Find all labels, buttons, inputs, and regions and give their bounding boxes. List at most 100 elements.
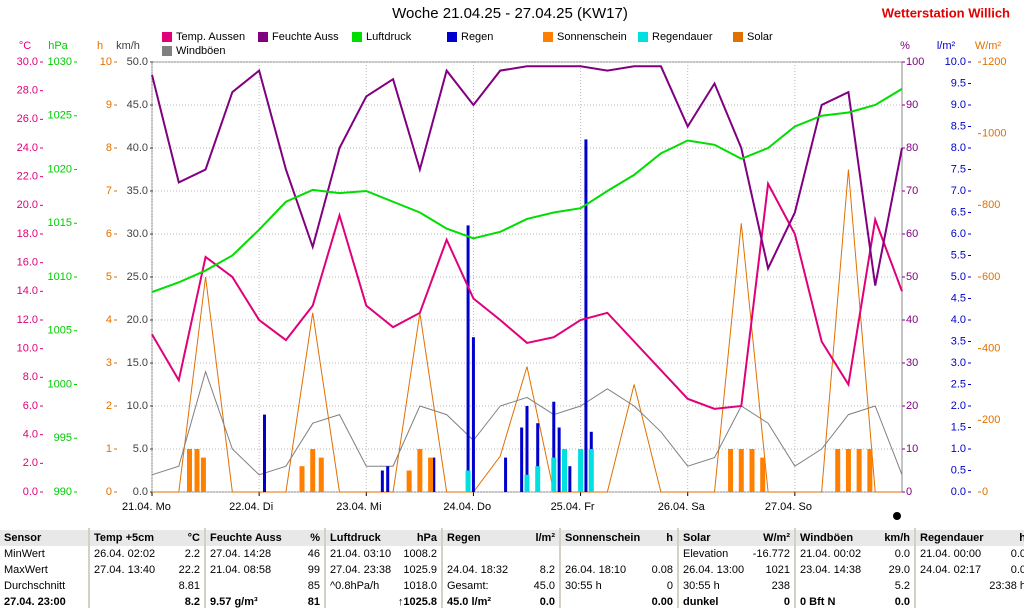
cell-text: Luftdruck bbox=[330, 532, 381, 544]
y-tick-label: 20.0 bbox=[127, 314, 148, 326]
y-tick-label: 990 bbox=[54, 486, 72, 498]
bar bbox=[310, 449, 316, 492]
legend-label: Regen bbox=[461, 31, 493, 43]
bar bbox=[588, 449, 594, 492]
y-tick-label: 1.5 bbox=[951, 421, 966, 433]
table-cell: Elevation -16.772 bbox=[683, 546, 790, 562]
cell-text: Regendauer bbox=[920, 532, 984, 544]
cell-text: 99 bbox=[307, 564, 320, 576]
table-header: Feuchte Auss% bbox=[206, 530, 324, 546]
y-tick-label: 2.0 bbox=[23, 457, 38, 469]
legend-swatch bbox=[638, 32, 648, 42]
legend-label: Solar bbox=[747, 31, 773, 43]
y-tick-label: 6.0 bbox=[23, 400, 38, 412]
table-cell: 26.04. 18:10 0.08 bbox=[565, 562, 673, 578]
axis-unit: W/m² bbox=[975, 40, 1002, 52]
cell-text: 23.04. 14:38 bbox=[800, 564, 862, 576]
y-tick-label: 20.0 bbox=[17, 199, 38, 211]
y-tick-label: 8.0 bbox=[23, 371, 38, 383]
y-tick-label: 1000 bbox=[982, 128, 1006, 140]
table-header: Solar W/m² bbox=[679, 530, 794, 546]
y-tick-label: 1025 bbox=[48, 110, 72, 122]
legend-label: Sonnenschein bbox=[557, 31, 627, 43]
cell-text: 8.2 bbox=[184, 596, 200, 608]
bar bbox=[380, 470, 384, 492]
cell-text: 26.04. 02:02 bbox=[94, 548, 156, 560]
bar bbox=[856, 449, 862, 492]
cell-text: 1025.9 bbox=[403, 564, 437, 576]
bar bbox=[760, 457, 766, 492]
y-tick-label: 10.0 bbox=[127, 400, 148, 412]
y-tick-label: 16.0 bbox=[17, 257, 38, 269]
y-tick-label: 30 bbox=[906, 357, 918, 369]
cell-text: Regen bbox=[447, 532, 481, 544]
y-tick-label: 2.0 bbox=[951, 400, 966, 412]
table-column: Temp +5cm °C 26.04. 02:02 2.2 27.04. 13:40 22… bbox=[90, 528, 204, 608]
bar bbox=[406, 470, 412, 492]
bar bbox=[525, 406, 529, 492]
y-tick-label: 30.0 bbox=[127, 228, 148, 240]
axis-unit: h bbox=[97, 40, 103, 52]
cell-text: Sonnenschein bbox=[565, 532, 641, 544]
bar bbox=[432, 457, 436, 492]
bar bbox=[749, 449, 755, 492]
cell-text: 2.2 bbox=[184, 548, 200, 560]
table-column: Windböen km/h 21.04. 00:02 0.0 23.04. 14:38 2… bbox=[796, 528, 914, 608]
cell-text: 21.04. 03:10 bbox=[330, 548, 392, 560]
y-tick-label: 15.0 bbox=[127, 357, 148, 369]
legend-label: Regendauer bbox=[652, 31, 713, 43]
marker-dot bbox=[893, 512, 901, 520]
x-tick-label: 25.04. Fr bbox=[551, 501, 595, 513]
y-tick-label: 7.0 bbox=[951, 185, 966, 197]
x-tick-label: 22.04. Di bbox=[229, 501, 273, 513]
bar bbox=[386, 466, 390, 492]
legend-swatch bbox=[162, 32, 172, 42]
cell-text: 8.81 bbox=[178, 580, 200, 592]
table-cell: 30:55 h 238 bbox=[683, 578, 790, 594]
x-tick-label: 27.04. So bbox=[765, 501, 812, 513]
table-cell bbox=[447, 546, 555, 562]
y-tick-label: 1200 bbox=[982, 56, 1006, 68]
cell-text: 0 bbox=[666, 580, 673, 592]
y-tick-label: 400 bbox=[982, 343, 1000, 355]
y-tick-label: 3.5 bbox=[951, 335, 966, 347]
series-line bbox=[151, 369, 903, 476]
cell-text: 30:55 h bbox=[565, 580, 602, 592]
y-tick-label: 3.0 bbox=[951, 357, 966, 369]
y-tick-label: 2.5 bbox=[951, 378, 966, 390]
y-tick-label: 28.0 bbox=[17, 85, 38, 97]
table-cell: 24.04. 02:17 0.0 bbox=[920, 562, 1024, 578]
cell-text: 45.0 l/m² bbox=[447, 596, 492, 608]
bar bbox=[299, 466, 305, 492]
cell-text: 27.04. 14:28 bbox=[210, 548, 272, 560]
cell-text: 5.2 bbox=[894, 580, 910, 592]
cell-text: 81 bbox=[307, 596, 320, 608]
y-tick-label: 0 bbox=[106, 486, 112, 498]
legend-label: Luftdruck bbox=[366, 31, 412, 43]
cell-text: 9.57 g/m³ bbox=[210, 596, 258, 608]
table-column: Solar W/m² Elevation -16.772 26.04. 13:00 102… bbox=[679, 528, 794, 608]
y-tick-label: 80 bbox=[906, 142, 918, 154]
bar bbox=[417, 449, 423, 492]
y-tick-label: 100 bbox=[906, 56, 924, 68]
y-tick-label: 0.0 bbox=[951, 486, 966, 498]
table-cell: 21.04. 00:00 0.0 bbox=[920, 546, 1024, 562]
bar bbox=[578, 449, 584, 492]
legend-label: Windböen bbox=[176, 45, 226, 57]
y-tick-label: 24.0 bbox=[17, 142, 38, 154]
y-tick-label: 90 bbox=[906, 99, 918, 111]
y-tick-label: 35.0 bbox=[127, 185, 148, 197]
cell-text: 27.04. 23:38 bbox=[330, 564, 392, 576]
bar bbox=[536, 423, 540, 492]
cell-text: 30:55 h bbox=[683, 580, 720, 592]
table-cell: 27.04. 23:00 bbox=[4, 594, 84, 610]
table-header: Sonnenschein h bbox=[561, 530, 677, 546]
table-cell: 26.04. 13:00 1021 bbox=[683, 562, 790, 578]
bar bbox=[738, 449, 744, 492]
y-tick-label: 10 bbox=[100, 56, 112, 68]
bar bbox=[504, 457, 508, 492]
cell-text: 1018.0 bbox=[403, 580, 437, 592]
cell-text: 0 Bft N bbox=[800, 596, 836, 608]
table-cell: Gesamt: 45.0 bbox=[447, 578, 555, 594]
table-column: Regendauer h 21.04. 00:00 0.0 24.04. 02:17 0.… bbox=[916, 528, 1024, 608]
